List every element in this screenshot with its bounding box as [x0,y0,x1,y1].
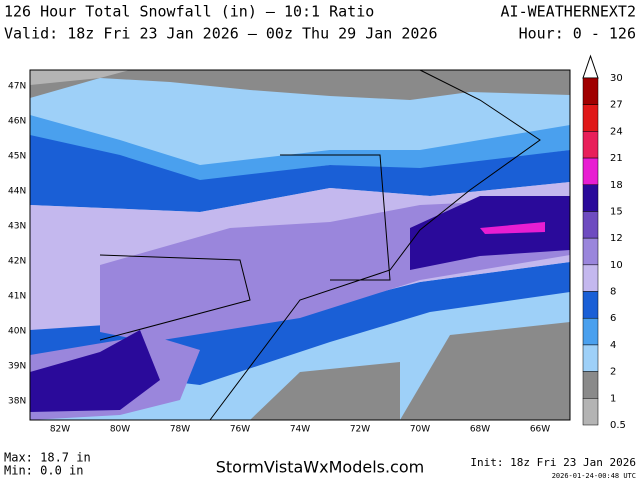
max-value: Max: 18.7 in [4,451,91,465]
lon-label: 68W [470,425,490,435]
lon-label: 82W [50,425,70,435]
colorbar-arrow [582,54,599,79]
lat-label: 38N [8,397,26,407]
init-time: Init: 18z Fri 23 Jan 2026 [470,456,636,469]
min-value: Min: 0.0 in [4,464,83,478]
colorbar-label: 0.5 [610,420,626,431]
colorbar-label: 2 [610,367,616,378]
title: 126 Hour Total Snowfall (in) — 10:1 Rati… [4,3,374,21]
colorbar-label: 24 [610,126,623,137]
colorbar-box [582,264,599,292]
colorbar-box [582,131,599,159]
lon-label: 72W [350,425,370,435]
lon-label: 80W [110,425,130,435]
lat-label: 42N [8,257,26,267]
colorbar-label: 30 [610,73,623,84]
colorbar-label: 1 [610,393,616,404]
colorbar-box [582,371,599,399]
colorbar-label: 6 [610,313,616,324]
lat-label: 46N [8,117,26,127]
colorbar-box [582,398,599,426]
colorbar-label: 12 [610,233,623,244]
lon-label: 78W [170,425,190,435]
colorbar-label: 27 [610,100,623,111]
valid-time: Valid: 18z Fri 23 Jan 2026 — 00z Thu 29 … [4,25,437,43]
lat-label: 40N [8,327,26,337]
colorbar-label: 18 [610,180,623,191]
lon-label: 70W [410,425,430,435]
lat-label: 43N [8,222,26,232]
lon-label: 74W [290,425,310,435]
lat-label: 44N [8,187,26,197]
lat-label: 47N [8,82,26,92]
colorbar-label: 15 [610,206,623,217]
lat-label: 39N [8,362,26,372]
site-name: StormVistaWxModels.com [216,458,424,477]
colorbar-box [582,344,599,372]
colorbar-box [582,184,599,212]
colorbar-box [582,291,599,319]
colorbar-label: 8 [610,287,616,298]
colorbar-box [582,104,599,132]
lon-label: 66W [530,425,550,435]
colorbar-box [582,77,599,105]
lat-label: 41N [8,292,26,302]
colorbar-box [582,237,599,266]
model-name: AI-WEATHERNEXT2 [501,3,636,21]
map [29,69,571,421]
colorbar-label: 10 [610,260,623,271]
hour-range: Hour: 0 - 126 [519,25,636,43]
colorbar-box [582,211,599,239]
lon-label: 76W [230,425,250,435]
colorbar-label: 4 [610,340,616,351]
colorbar-label: 21 [610,153,623,164]
timestamp: 2026-01-24-00:48 UTC [552,472,636,480]
lat-label: 45N [8,152,26,162]
colorbar-box [582,317,599,346]
colorbar-box [582,157,599,186]
